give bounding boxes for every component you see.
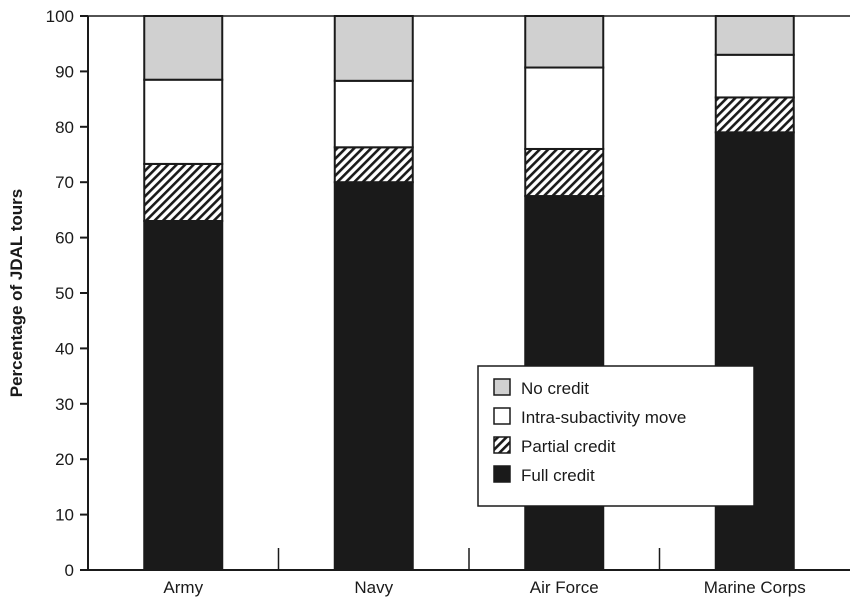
y-tick-label: 10 bbox=[55, 506, 74, 525]
bar-segment-no-credit bbox=[143, 15, 224, 81]
bar-segment-full-credit bbox=[143, 219, 224, 571]
legend-label: No credit bbox=[521, 379, 589, 398]
legend-swatch-partial-credit bbox=[493, 436, 511, 454]
bar-segment-partial-credit bbox=[333, 146, 414, 184]
axes: 0 10 20 30 40 50 60 70 80 90 100 bbox=[46, 7, 850, 580]
legend-swatch-full-credit bbox=[493, 465, 511, 483]
bar-segment-no-credit bbox=[714, 15, 795, 56]
y-tick-label: 60 bbox=[55, 229, 74, 248]
y-axis-title-group: Percentage of JDAL tours bbox=[7, 189, 26, 397]
y-tick-label: 30 bbox=[55, 395, 74, 414]
legend-label: Intra-subactivity move bbox=[521, 408, 686, 427]
legend-swatch-intra-subactivity-move bbox=[493, 407, 511, 425]
bar-segment-intra-subactivity-move bbox=[714, 53, 795, 99]
legend: No credit Intra-subactivity move Partial c… bbox=[477, 365, 755, 507]
bar-segment-full-credit bbox=[333, 181, 414, 571]
x-tick-label: Navy bbox=[354, 578, 393, 597]
bar-segment-partial-credit bbox=[143, 162, 224, 222]
x-tick-label: Army bbox=[163, 578, 203, 597]
bar-segment-intra-subactivity-move bbox=[524, 66, 605, 150]
legend-swatch-no-credit bbox=[493, 378, 511, 396]
y-tick-label: 40 bbox=[55, 339, 74, 358]
y-tick-label: 0 bbox=[65, 561, 74, 580]
bar-stack-army bbox=[143, 15, 224, 571]
bars: Army Navy Air Force Marine Corps bbox=[143, 15, 806, 597]
y-tick-label: 80 bbox=[55, 118, 74, 137]
y-tick-label: 100 bbox=[46, 7, 74, 26]
bar-segment-no-credit bbox=[333, 15, 414, 82]
x-tick-label: Air Force bbox=[530, 578, 599, 597]
y-axis-title: Percentage of JDAL tours bbox=[7, 189, 26, 397]
legend-label: Partial credit bbox=[521, 437, 616, 456]
y-tick-label: 20 bbox=[55, 450, 74, 469]
y-tick-label: 50 bbox=[55, 284, 74, 303]
bar-segment-partial-credit bbox=[714, 96, 795, 134]
x-tick-label: Marine Corps bbox=[704, 578, 806, 597]
bar-segment-intra-subactivity-move bbox=[333, 79, 414, 149]
bar-segment-partial-credit bbox=[524, 147, 605, 198]
legend-label: Full credit bbox=[521, 466, 595, 485]
bar-segment-intra-subactivity-move bbox=[143, 78, 224, 165]
bar-stack-navy bbox=[333, 15, 414, 571]
bar-segment-no-credit bbox=[524, 15, 605, 69]
y-tick-label: 70 bbox=[55, 173, 74, 192]
y-tick-label: 90 bbox=[55, 62, 74, 81]
legend-box bbox=[477, 365, 755, 507]
